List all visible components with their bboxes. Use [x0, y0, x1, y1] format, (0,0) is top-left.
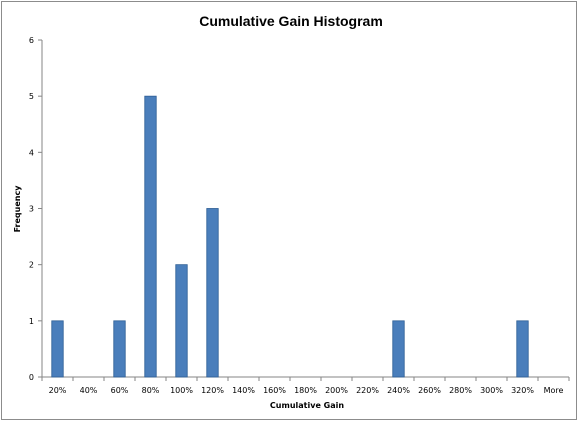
- x-tick-label: 120%: [201, 386, 224, 395]
- bar: [392, 320, 405, 378]
- bar: [144, 95, 157, 378]
- x-tick-label: 300%: [480, 386, 503, 395]
- y-tick-label: 5: [29, 92, 34, 101]
- y-tick-label: 2: [29, 261, 34, 270]
- bar: [51, 320, 64, 378]
- x-tick-label: 320%: [511, 386, 534, 395]
- y-tick-label: 6: [29, 36, 34, 45]
- x-tick-label: 200%: [325, 386, 348, 395]
- y-axis: 0 1 2 3 4 5 6: [29, 36, 43, 382]
- x-tick-label: 60%: [111, 386, 129, 395]
- x-tick-label: 180%: [294, 386, 317, 395]
- y-tick-label: 4: [29, 148, 34, 157]
- bar: [516, 320, 529, 378]
- bar: [175, 264, 188, 378]
- x-tick-label: 260%: [418, 386, 441, 395]
- x-tick-label: 140%: [232, 386, 255, 395]
- x-axis: 20% 40% 60% 80% 100% 120% 140% 160% 180% 200% 220%…: [41, 376, 570, 395]
- x-tick-label: 160%: [263, 386, 286, 395]
- bars: [51, 95, 529, 378]
- x-tick-label: 100%: [170, 386, 193, 395]
- x-tick-label: 40%: [80, 386, 98, 395]
- x-tick-label: 240%: [387, 386, 410, 395]
- x-tick-label: 220%: [356, 386, 379, 395]
- y-tick-label: 1: [29, 317, 34, 326]
- y-tick-label: 3: [29, 205, 34, 214]
- bar: [113, 320, 126, 378]
- y-tick-label: 0: [29, 373, 34, 382]
- chart-title: Cumulative Gain Histogram: [199, 13, 383, 29]
- x-tick-label: 80%: [142, 386, 160, 395]
- bar: [206, 208, 219, 378]
- x-axis-title: Cumulative Gain: [270, 401, 344, 410]
- x-tick-label: More: [544, 386, 564, 395]
- x-tick-label: 20%: [49, 386, 67, 395]
- y-axis-title: Frequency: [13, 185, 22, 233]
- x-tick-label: 280%: [449, 386, 472, 395]
